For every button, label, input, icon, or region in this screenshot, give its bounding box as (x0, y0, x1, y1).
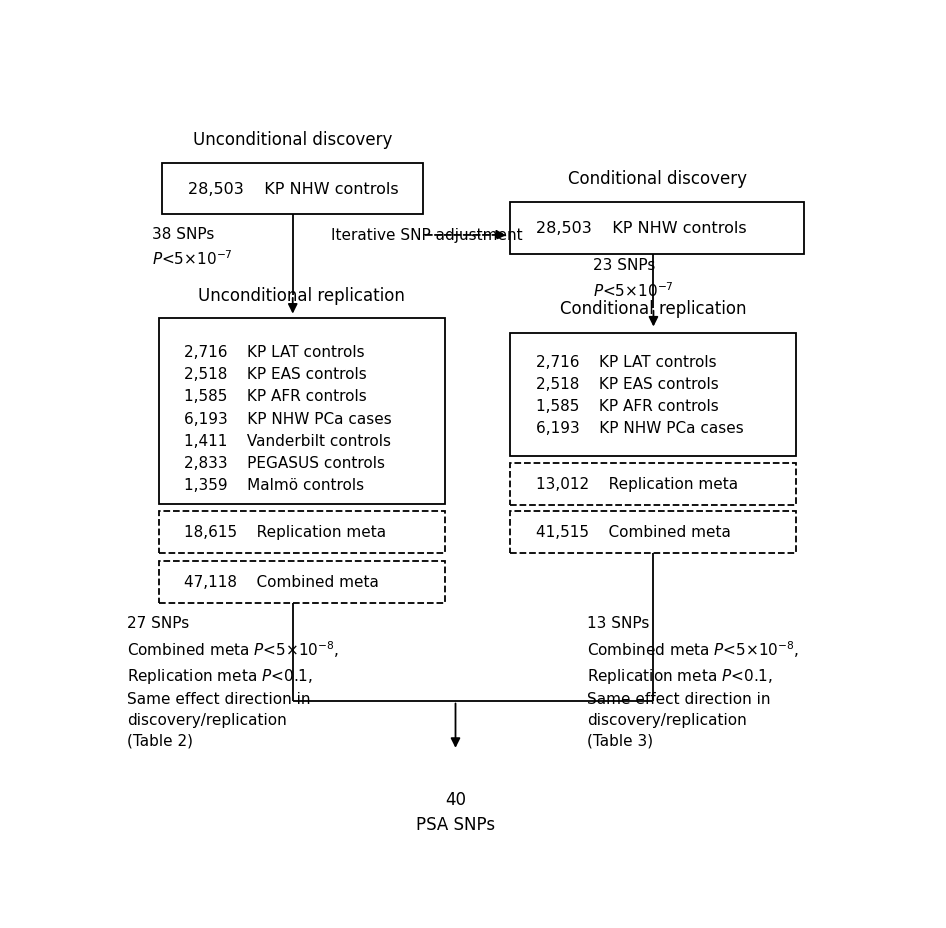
Text: 28,503    KP NHW controls: 28,503 KP NHW controls (188, 182, 398, 197)
Text: Unconditional replication: Unconditional replication (198, 287, 405, 304)
Text: 18,615    Replication meta: 18,615 Replication meta (184, 524, 386, 540)
Text: 41,515    Combined meta: 41,515 Combined meta (536, 524, 731, 540)
Text: Iterative SNP adjustment: Iterative SNP adjustment (331, 228, 522, 243)
Text: 40
PSA SNPs: 40 PSA SNPs (416, 791, 495, 833)
Text: Conditional discovery: Conditional discovery (568, 170, 746, 188)
Text: 2,716    KP LAT controls
2,518    KP EAS controls
1,585    KP AFR controls
6,193: 2,716 KP LAT controls 2,518 KP EAS contr… (536, 354, 744, 436)
Text: 28,503    KP NHW controls: 28,503 KP NHW controls (536, 221, 746, 236)
Text: 38 SNPs
$P$<5×10$^{-7}$: 38 SNPs $P$<5×10$^{-7}$ (152, 226, 233, 268)
Text: 13 SNPs
Combined meta $P$<5×10$^{-8}$,
Replication meta $P$<0.1,
Same effect dir: 13 SNPs Combined meta $P$<5×10$^{-8}$, R… (587, 615, 799, 748)
Text: Conditional replication: Conditional replication (560, 300, 746, 317)
Text: Unconditional discovery: Unconditional discovery (193, 131, 393, 148)
Text: 2,716    KP LAT controls
2,518    KP EAS controls
1,585    KP AFR controls
6,193: 2,716 KP LAT controls 2,518 KP EAS contr… (184, 344, 392, 493)
Text: 13,012    Replication meta: 13,012 Replication meta (536, 477, 738, 492)
Text: 47,118    Combined meta: 47,118 Combined meta (184, 574, 379, 590)
Text: 27 SNPs
Combined meta $P$<5×10$^{-8}$,
Replication meta $P$<0.1,
Same effect dir: 27 SNPs Combined meta $P$<5×10$^{-8}$, R… (127, 615, 340, 748)
Text: 23 SNPs
$P$<5×10$^{-7}$: 23 SNPs $P$<5×10$^{-7}$ (593, 258, 674, 300)
